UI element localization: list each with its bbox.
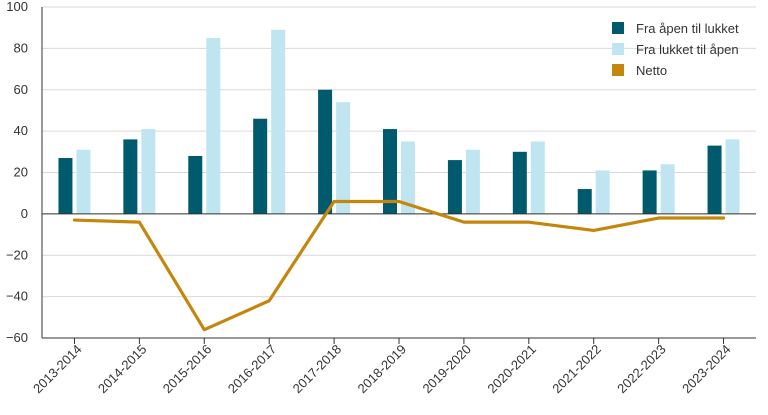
x-axis: 2013-2014 2014-2015 2015-2016 2016-2017 2017… bbox=[30, 337, 756, 397]
x-tick-label: 2019-2020 bbox=[419, 342, 474, 397]
bar-fra-pen-til-lukket-2014-2015 bbox=[123, 139, 138, 214]
bar-fra-lukket-til-pen-2022-2023 bbox=[660, 164, 675, 214]
x-tick-label: 2022-2023 bbox=[614, 342, 669, 397]
legend-label-netto: Netto bbox=[636, 63, 667, 78]
bar-fra-lukket-til-pen-2018-2019 bbox=[401, 141, 415, 214]
bar-fra-lukket-til-pen-2023-2024 bbox=[725, 139, 740, 214]
bar-fra-pen-til-lukket-2021-2022 bbox=[577, 189, 592, 214]
bar-fra-lukket-til-pen-2016-2017 bbox=[271, 29, 286, 214]
bar-fra-pen-til-lukket-2022-2023 bbox=[642, 170, 657, 214]
x-tick-label: 2015-2016 bbox=[160, 342, 215, 397]
bars bbox=[58, 29, 740, 214]
bar-fra-pen-til-lukket-2023-2024 bbox=[707, 145, 722, 214]
x-tick-label: 2021-2022 bbox=[549, 342, 604, 397]
y-axis: 100 80 60 40 20 0 −20 −40 −60 bbox=[6, 0, 43, 345]
bar-fra-lukket-til-pen-2021-2022 bbox=[595, 170, 610, 214]
bar-fra-lukket-til-pen-2017-2018 bbox=[336, 102, 351, 214]
bar-fra-pen-til-lukket-2015-2016 bbox=[188, 155, 203, 214]
y-tick-label: 100 bbox=[6, 0, 28, 14]
bar-fra-lukket-til-pen-2015-2016 bbox=[206, 38, 221, 214]
y-tick-label: −20 bbox=[6, 247, 28, 262]
bar-fra-lukket-til-pen-2020-2021 bbox=[530, 141, 545, 214]
bar-fra-lukket-til-pen-2014-2015 bbox=[141, 129, 156, 214]
bar-fra-pen-til-lukket-2019-2020 bbox=[447, 160, 462, 214]
legend-label-fra-lukket-til-apen: Fra lukket til åpen bbox=[636, 42, 739, 57]
y-tick-label: 20 bbox=[14, 165, 28, 180]
netto-line-group bbox=[72, 199, 726, 332]
bar-fra-pen-til-lukket-2018-2019 bbox=[383, 129, 397, 214]
y-tick-label: 40 bbox=[14, 123, 28, 138]
x-tick-label: 2020-2021 bbox=[484, 342, 539, 397]
x-tick-label: 2014-2015 bbox=[95, 342, 150, 397]
legend-swatch-fra-apen-til-lukket bbox=[612, 22, 624, 34]
bar-fra-lukket-til-pen-2019-2020 bbox=[465, 149, 480, 214]
y-tick-label: −40 bbox=[6, 289, 28, 304]
x-tick-label: 2018-2019 bbox=[355, 342, 410, 397]
x-tick-label: 2016-2017 bbox=[225, 342, 280, 397]
y-tick-label: −60 bbox=[6, 330, 28, 345]
bar-fra-pen-til-lukket-2013-2014 bbox=[58, 158, 73, 214]
legend-label-fra-apen-til-lukket: Fra åpen til lukket bbox=[636, 21, 739, 36]
bar-fra-pen-til-lukket-2017-2018 bbox=[318, 89, 333, 214]
y-tick-label: 60 bbox=[14, 82, 28, 97]
bar-fra-pen-til-lukket-2016-2017 bbox=[253, 118, 268, 214]
legend-swatch-netto bbox=[612, 64, 624, 76]
x-tick-label: 2017-2018 bbox=[290, 342, 345, 397]
y-tick-label: 80 bbox=[14, 40, 28, 55]
x-tick-label: 2023-2024 bbox=[679, 342, 734, 397]
legend-swatch-fra-lukket-til-apen bbox=[612, 43, 624, 55]
x-tick-label: 2013-2014 bbox=[30, 342, 85, 397]
bar-fra-lukket-til-pen-2013-2014 bbox=[76, 149, 91, 214]
legend: Fra åpen til lukket Fra lukket til åpen … bbox=[612, 21, 739, 78]
line-netto bbox=[72, 199, 726, 332]
bar-fra-pen-til-lukket-2020-2021 bbox=[512, 151, 527, 214]
y-tick-label: 0 bbox=[21, 206, 28, 221]
